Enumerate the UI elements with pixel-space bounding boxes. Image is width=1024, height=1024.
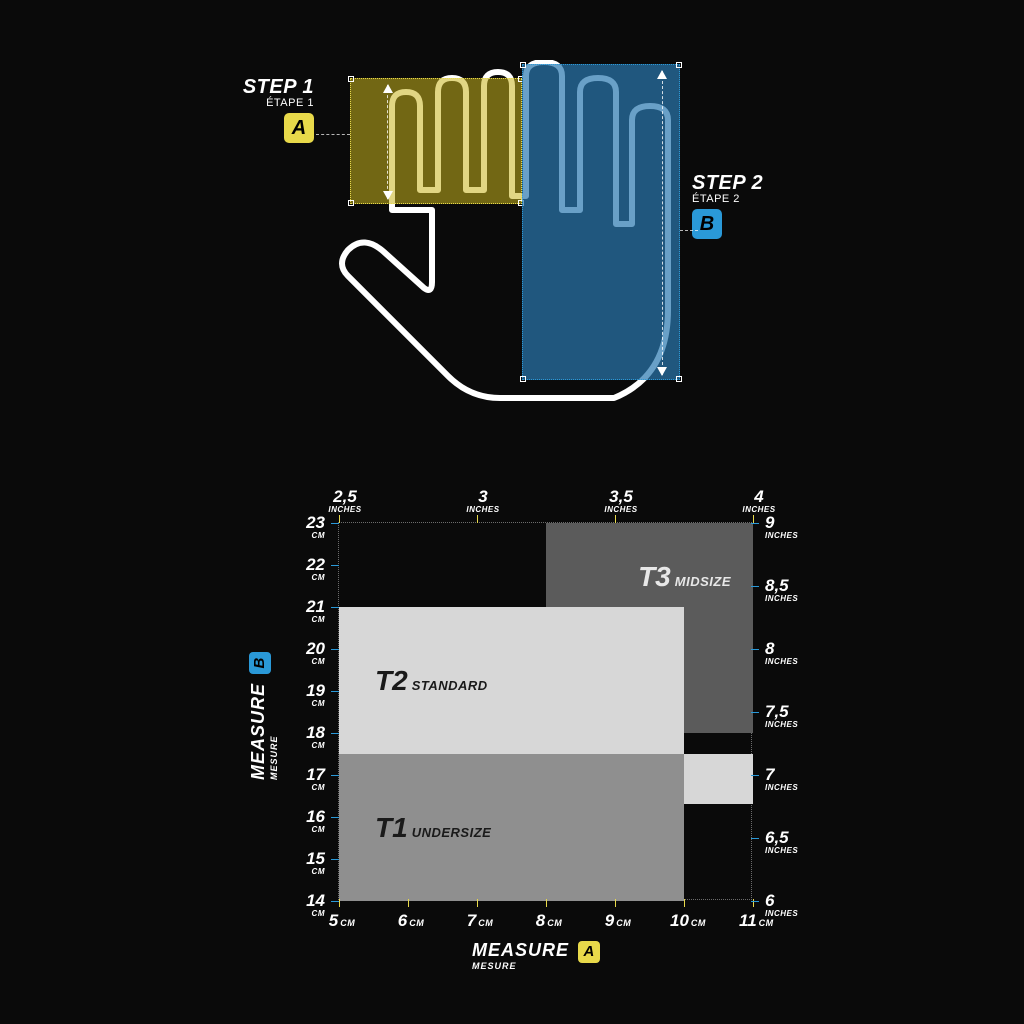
left-tick: 20CM	[291, 639, 325, 666]
badge-a: A	[284, 113, 314, 143]
left-tick: 15CM	[291, 849, 325, 876]
right-tick: 8,5INCHES	[765, 576, 809, 603]
step1-leader-line	[316, 134, 350, 135]
measure-b-overlay	[522, 64, 680, 380]
left-tick: 18CM	[291, 723, 325, 750]
badge-a-small: A	[578, 941, 600, 963]
top-tick: 2,5INCHES	[325, 487, 365, 514]
step1-title: STEP 1	[218, 76, 314, 99]
zone-t2: T2STANDARD	[339, 607, 684, 754]
step2-label: STEP 2 ÉTAPE 2 B	[692, 172, 788, 239]
bottom-tick: 9CM	[601, 911, 635, 931]
left-tick: 22CM	[291, 555, 325, 582]
left-tick: 21CM	[291, 597, 325, 624]
left-tick: 19CM	[291, 681, 325, 708]
left-tick: 23CM	[291, 513, 325, 540]
bottom-tick: 8CM	[532, 911, 566, 931]
badge-b-small: B	[249, 652, 271, 674]
right-tick: 9INCHES	[765, 513, 809, 540]
bottom-tick: 10CM	[670, 911, 704, 931]
measure-a-arrow-icon	[387, 85, 388, 199]
zone-ex	[684, 754, 753, 804]
right-tick: 6,5INCHES	[765, 828, 809, 855]
badge-b: B	[692, 209, 722, 239]
bottom-tick: 6CM	[394, 911, 428, 931]
right-tick: 6INCHES	[765, 891, 809, 918]
measure-a-overlay	[350, 78, 522, 204]
left-tick: 16CM	[291, 807, 325, 834]
step2-title: STEP 2	[692, 172, 788, 195]
right-tick: 7,5INCHES	[765, 702, 809, 729]
right-tick: 7INCHES	[765, 765, 809, 792]
bottom-tick: 5CM	[325, 911, 359, 931]
hand-measurement-diagram	[320, 60, 740, 420]
right-tick: 8INCHES	[765, 639, 809, 666]
step1-label: STEP 1 ÉTAPE 1 A	[218, 76, 314, 143]
left-tick: 14CM	[291, 891, 325, 918]
bottom-tick: 7CM	[463, 911, 497, 931]
sizing-chart: T3MIDSIZET2STANDARDT1UNDERSIZE2,5INCHES3…	[262, 480, 822, 980]
top-tick: 3,5INCHES	[601, 487, 641, 514]
y-axis-label: MEASURE B MESURE	[248, 580, 279, 780]
x-axis-label: MEASURE A MESURE	[472, 940, 600, 971]
top-tick: 4INCHES	[739, 487, 779, 514]
top-tick: 3INCHES	[463, 487, 503, 514]
measure-b-arrow-icon	[662, 71, 663, 375]
step1-subtitle: ÉTAPE 1	[218, 97, 314, 109]
step2-leader-line	[680, 230, 698, 231]
zone-t1: T1UNDERSIZE	[339, 754, 684, 901]
left-tick: 17CM	[291, 765, 325, 792]
chart-grid: T3MIDSIZET2STANDARDT1UNDERSIZE2,5INCHES3…	[338, 522, 752, 900]
